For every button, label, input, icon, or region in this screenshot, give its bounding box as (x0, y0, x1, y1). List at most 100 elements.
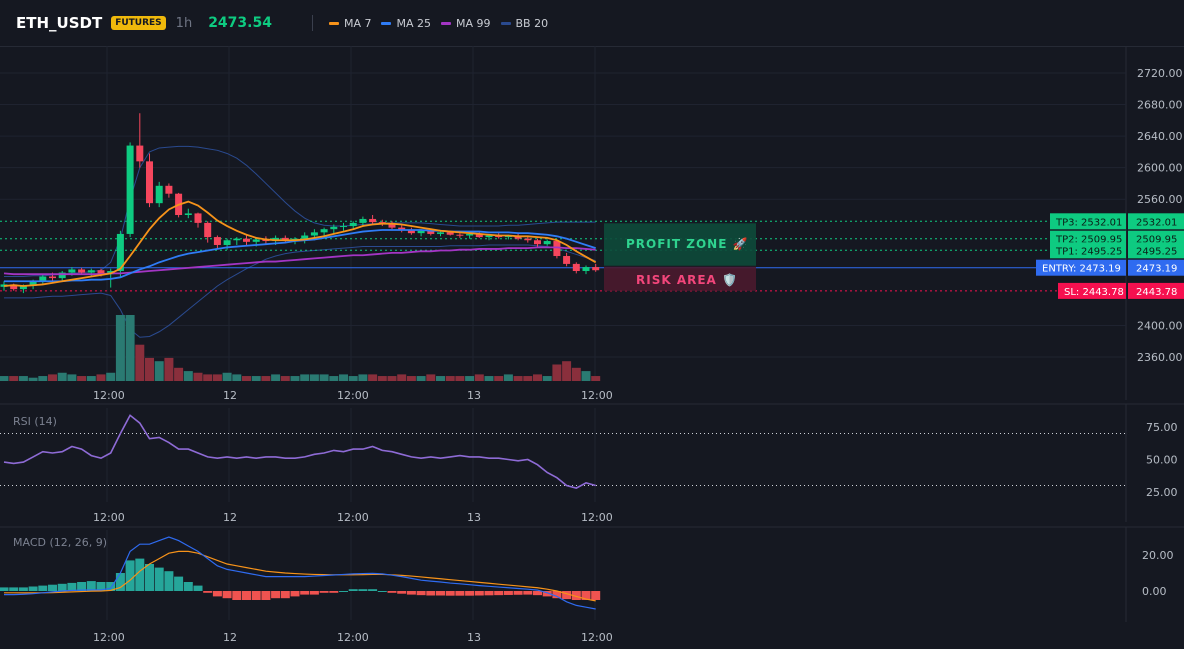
candle-body (29, 281, 37, 286)
tp3-tag-price: 2532.01 (1136, 217, 1177, 228)
candle-body (534, 240, 541, 245)
candle-body (582, 267, 590, 272)
volume-bar (358, 374, 368, 381)
futures-badge: FUTURES (111, 16, 166, 30)
macd-histogram-bar (494, 591, 504, 596)
candle-body (572, 263, 580, 272)
macd-histogram-bar (154, 567, 164, 591)
macd-histogram-bar (358, 589, 368, 591)
tp1-tag-label: TP1: 2495.25 (1055, 246, 1122, 257)
candle-body (213, 237, 221, 245)
volume-bar (465, 376, 475, 381)
macd-histogram-bar (329, 591, 339, 593)
price-y-tick: 2680.00 (1137, 99, 1183, 112)
volume-bar (251, 376, 261, 381)
macd-histogram-bar (232, 591, 242, 600)
candle-body (485, 235, 493, 238)
macd-histogram-bar (28, 586, 38, 591)
volume-bar (416, 376, 426, 381)
volume-bar (232, 374, 242, 381)
macd-x-tick: 12:00 (93, 631, 125, 644)
candle-body (58, 272, 66, 279)
legend-bb20[interactable]: BB 20 (500, 17, 548, 30)
volume-bar (154, 361, 164, 381)
macd-histogram-bar (426, 591, 436, 596)
macd-histogram-bar (174, 576, 184, 591)
candle-body (49, 276, 56, 279)
candle-body (155, 185, 163, 204)
volume-bar (455, 376, 465, 381)
legend-ma25[interactable]: MA 25 (381, 17, 431, 30)
sl-tag-label: SL: 2443.78 (1064, 287, 1124, 298)
macd-histogram-bar (339, 591, 348, 592)
bb-upper-line (4, 145, 596, 278)
macd-histogram-bar (513, 591, 523, 595)
candle-body (97, 270, 105, 275)
candle-body (592, 267, 600, 271)
candle-body (369, 218, 377, 223)
macd-histogram-bar (571, 591, 581, 600)
candle-body (87, 270, 95, 273)
price-y-tick: 2600.00 (1137, 162, 1183, 175)
candle-body (252, 239, 260, 242)
candle-body (233, 238, 241, 241)
macd-histogram-bar (145, 564, 154, 591)
price-x-tick: 12 (223, 389, 237, 402)
rsi-y-tick: 25.00 (1146, 486, 1178, 499)
legend-ma7-label: MA 7 (343, 16, 372, 30)
tp1-tag-left (1050, 242, 1126, 259)
macd-histogram-bar (125, 560, 135, 591)
macd-signal-line (4, 550, 596, 602)
volume-bar (183, 371, 193, 381)
macd-histogram-bar (474, 591, 484, 596)
candle-body (563, 256, 571, 264)
legend-ma25-label: MA 25 (396, 16, 431, 30)
candle-body (466, 233, 474, 236)
candle-body (116, 233, 124, 272)
candle-body (349, 222, 357, 227)
volume-bar (591, 376, 601, 381)
volume-bar (271, 374, 281, 381)
header-divider (311, 15, 313, 31)
rsi-x-tick: 12:00 (93, 511, 125, 524)
legend-ma99[interactable]: MA 99 (440, 17, 491, 30)
volume-bar (57, 372, 67, 381)
macd-histogram-bar (290, 591, 300, 597)
volume-bar (18, 376, 28, 381)
ma7-line (3, 200, 597, 287)
macd-histogram-bar (591, 591, 601, 600)
macd-x-tick: 12:00 (337, 631, 369, 644)
volume-bar (436, 376, 445, 381)
timeframe-selector[interactable]: 1h (175, 15, 193, 31)
candle-body (19, 286, 27, 290)
tp1-tag-price: 2495.25 (1136, 246, 1177, 257)
candle-body (39, 276, 47, 282)
price-x-tick: 12:00 (581, 389, 613, 402)
legend-ma7[interactable]: MA 7 (328, 16, 372, 30)
candle-body (310, 232, 318, 236)
macd-histogram-bar (18, 587, 28, 591)
volume-bar (542, 376, 552, 381)
macd-histogram-bar (533, 591, 542, 596)
macd-histogram-bar (67, 582, 77, 591)
price-x-tick: 13 (467, 389, 481, 402)
macd-histogram-bar (242, 591, 251, 600)
macd-histogram-bar (484, 591, 494, 596)
volume-bar (0, 376, 9, 381)
profit-zone-label: PROFIT ZONE 🚀 (626, 237, 749, 251)
volume-bar (125, 315, 135, 381)
macd-line (4, 536, 596, 610)
macd-histogram-bar (542, 591, 552, 597)
candle-body (543, 241, 551, 245)
macd-histogram-bar (309, 591, 319, 595)
macd-histogram-bar (115, 573, 125, 591)
volume-bar (348, 376, 358, 381)
candle-body (456, 234, 464, 236)
price-y-tick: 2400.00 (1137, 319, 1183, 332)
macd-x-tick: 12 (223, 631, 237, 644)
symbol-label[interactable]: ETH_USDT (16, 14, 103, 32)
macd-histogram-bar (57, 583, 67, 591)
volume-bar (397, 374, 407, 381)
risk-area-label: RISK AREA 🛡️ (636, 273, 738, 287)
